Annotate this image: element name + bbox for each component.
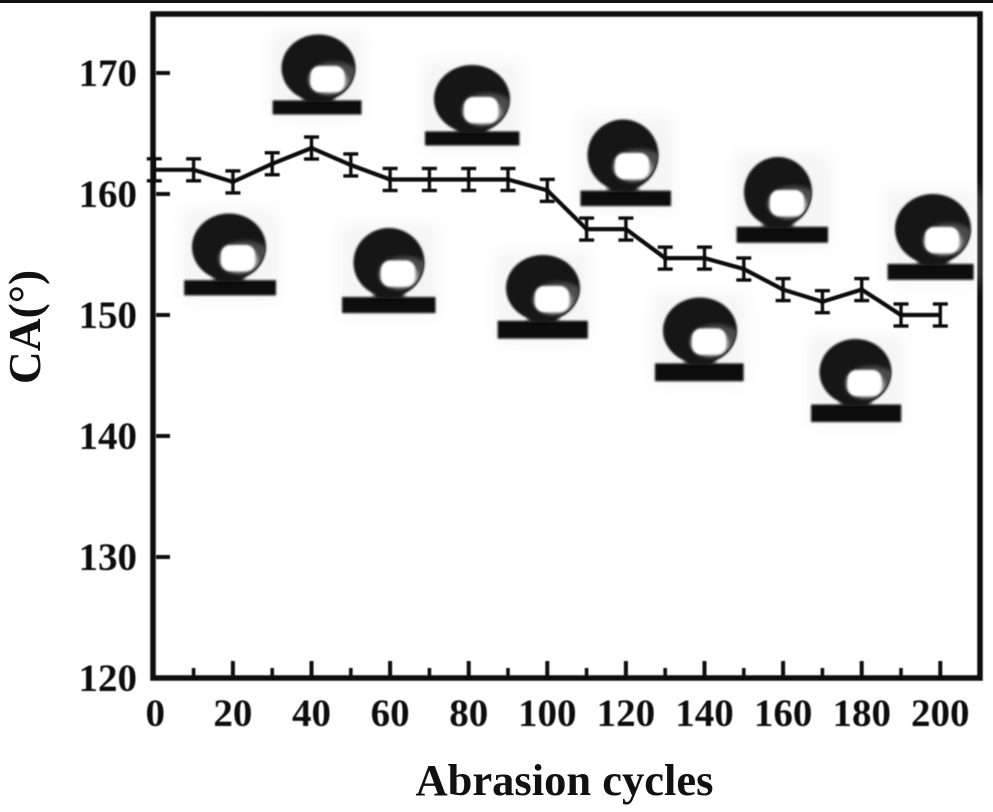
svg-text:170: 170 xyxy=(79,52,138,95)
svg-text:130: 130 xyxy=(79,536,138,579)
svg-text:140: 140 xyxy=(79,415,138,458)
svg-text:0: 0 xyxy=(146,692,166,735)
svg-text:20: 20 xyxy=(213,692,252,735)
svg-text:180: 180 xyxy=(832,692,891,735)
svg-text:Abrasion cycles: Abrasion cycles xyxy=(416,755,714,805)
svg-text:80: 80 xyxy=(449,692,488,735)
svg-text:150: 150 xyxy=(79,294,138,337)
svg-text:CA(°): CA(°) xyxy=(0,270,50,384)
svg-text:140: 140 xyxy=(675,692,734,735)
svg-text:40: 40 xyxy=(292,692,331,735)
svg-text:160: 160 xyxy=(754,692,813,735)
svg-text:60: 60 xyxy=(371,692,410,735)
svg-text:160: 160 xyxy=(79,173,138,216)
svg-text:100: 100 xyxy=(518,692,577,735)
svg-text:120: 120 xyxy=(597,692,656,735)
svg-text:200: 200 xyxy=(911,692,970,735)
svg-text:120: 120 xyxy=(79,657,138,700)
